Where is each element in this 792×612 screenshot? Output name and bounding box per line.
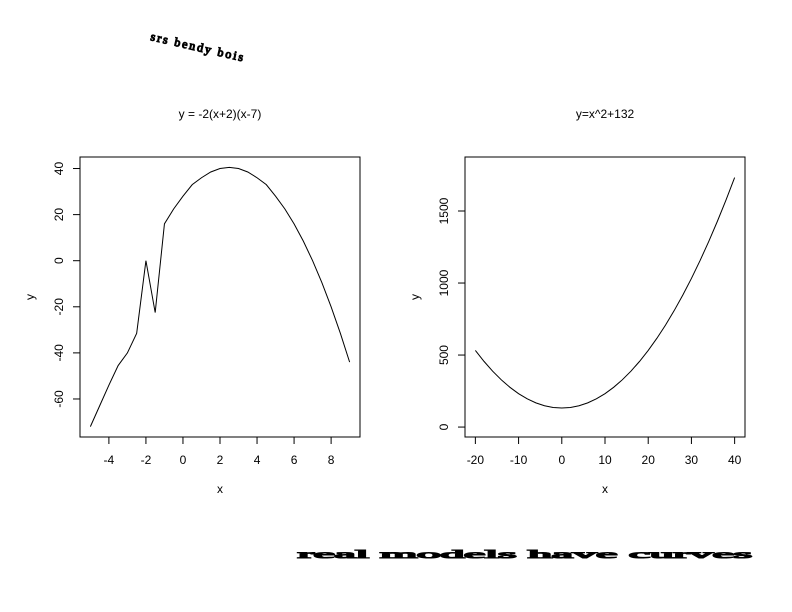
x-axis-label: x (602, 482, 608, 496)
y-tick-label: 40 (52, 162, 66, 176)
heading: srs bendy bois (149, 29, 246, 64)
x-tick-label: 40 (728, 453, 742, 467)
x-tick-label: -20 (467, 453, 485, 467)
x-tick-label: 2 (217, 453, 224, 467)
y-tick-label: -20 (52, 298, 66, 316)
chart-title: y = -2(x+2)(x-7) (179, 107, 262, 121)
y-tick-label: 0 (52, 257, 66, 264)
x-tick-label: 20 (642, 453, 656, 467)
x-tick-label: 6 (291, 453, 298, 467)
x-tick-label: -2 (141, 453, 152, 467)
footer: real models have curves (298, 547, 753, 561)
x-tick-label: -10 (510, 453, 528, 467)
x-tick-label: 0 (558, 453, 565, 467)
curve (474, 177, 736, 409)
x-tick-label: 30 (685, 453, 699, 467)
y-tick-label: 1500 (437, 197, 451, 224)
chart-title: y=x^2+132 (576, 107, 635, 121)
plot-box (464, 156, 746, 438)
x-tick-label: 0 (180, 453, 187, 467)
y-axis-label: y (23, 294, 37, 300)
x-tick-label: -4 (104, 453, 115, 467)
y-axis-label: y (408, 294, 422, 300)
x-tick-label: 8 (328, 453, 335, 467)
curve (89, 166, 351, 427)
x-tick-label: 4 (254, 453, 261, 467)
y-tick-label: -40 (52, 344, 66, 362)
y-tick-label: -60 (52, 390, 66, 408)
x-axis-label: x (217, 482, 223, 496)
y-tick-label: 1000 (437, 269, 451, 296)
plot-box (79, 156, 361, 438)
y-tick-label: 500 (437, 345, 451, 365)
y-tick-label: 20 (52, 208, 66, 222)
x-tick-label: 10 (598, 453, 612, 467)
y-tick-label: 0 (437, 423, 451, 430)
